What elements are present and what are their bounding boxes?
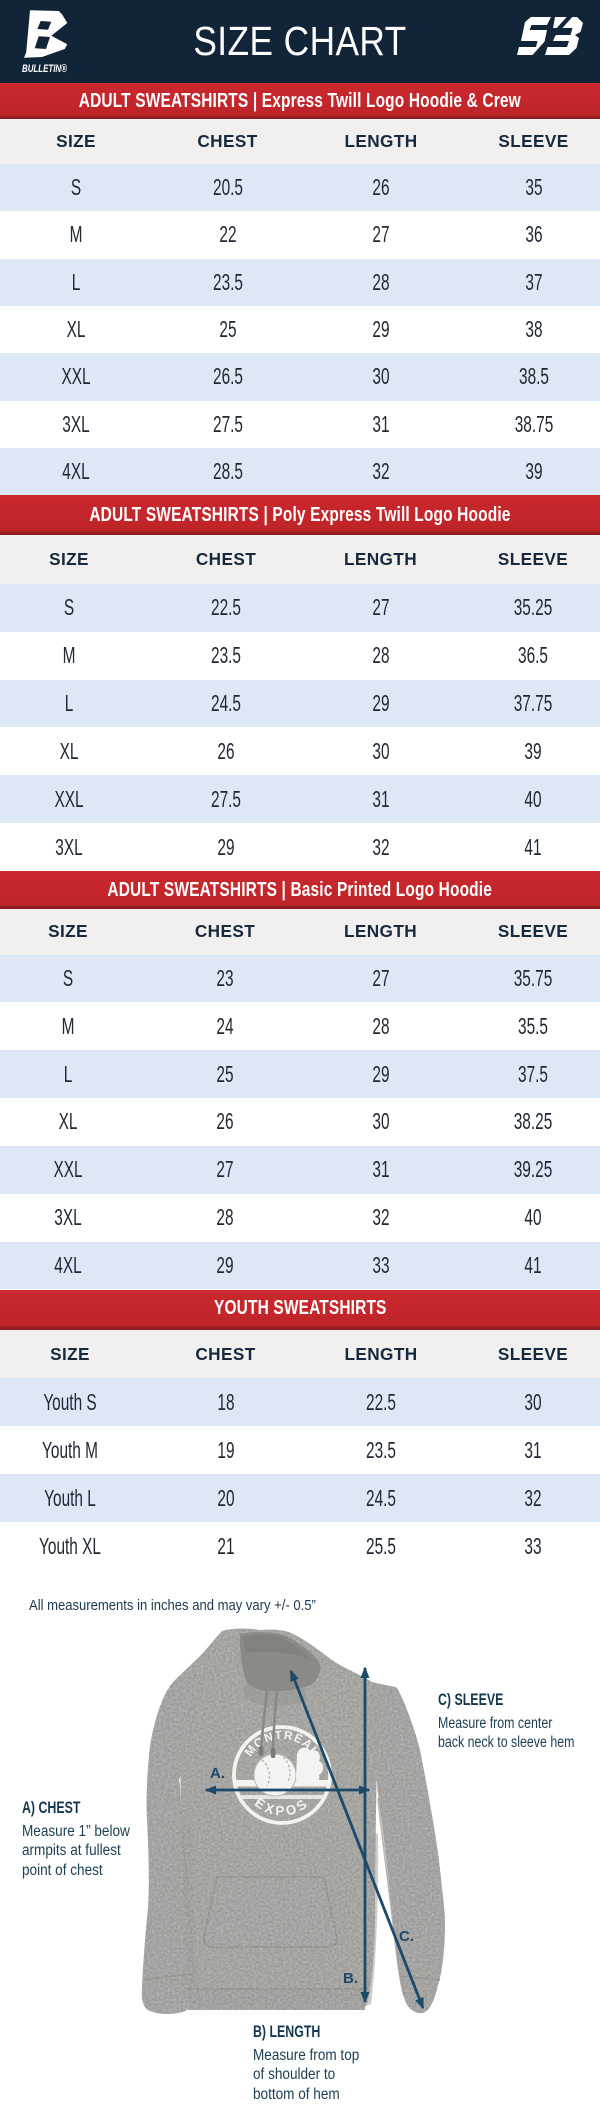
- svg-text:BULLETIN®: BULLETIN®: [22, 63, 68, 74]
- svg-text:B.: B.: [343, 1970, 358, 1987]
- svg-text:A.: A.: [210, 1765, 225, 1782]
- svg-text:C.: C.: [399, 1928, 414, 1945]
